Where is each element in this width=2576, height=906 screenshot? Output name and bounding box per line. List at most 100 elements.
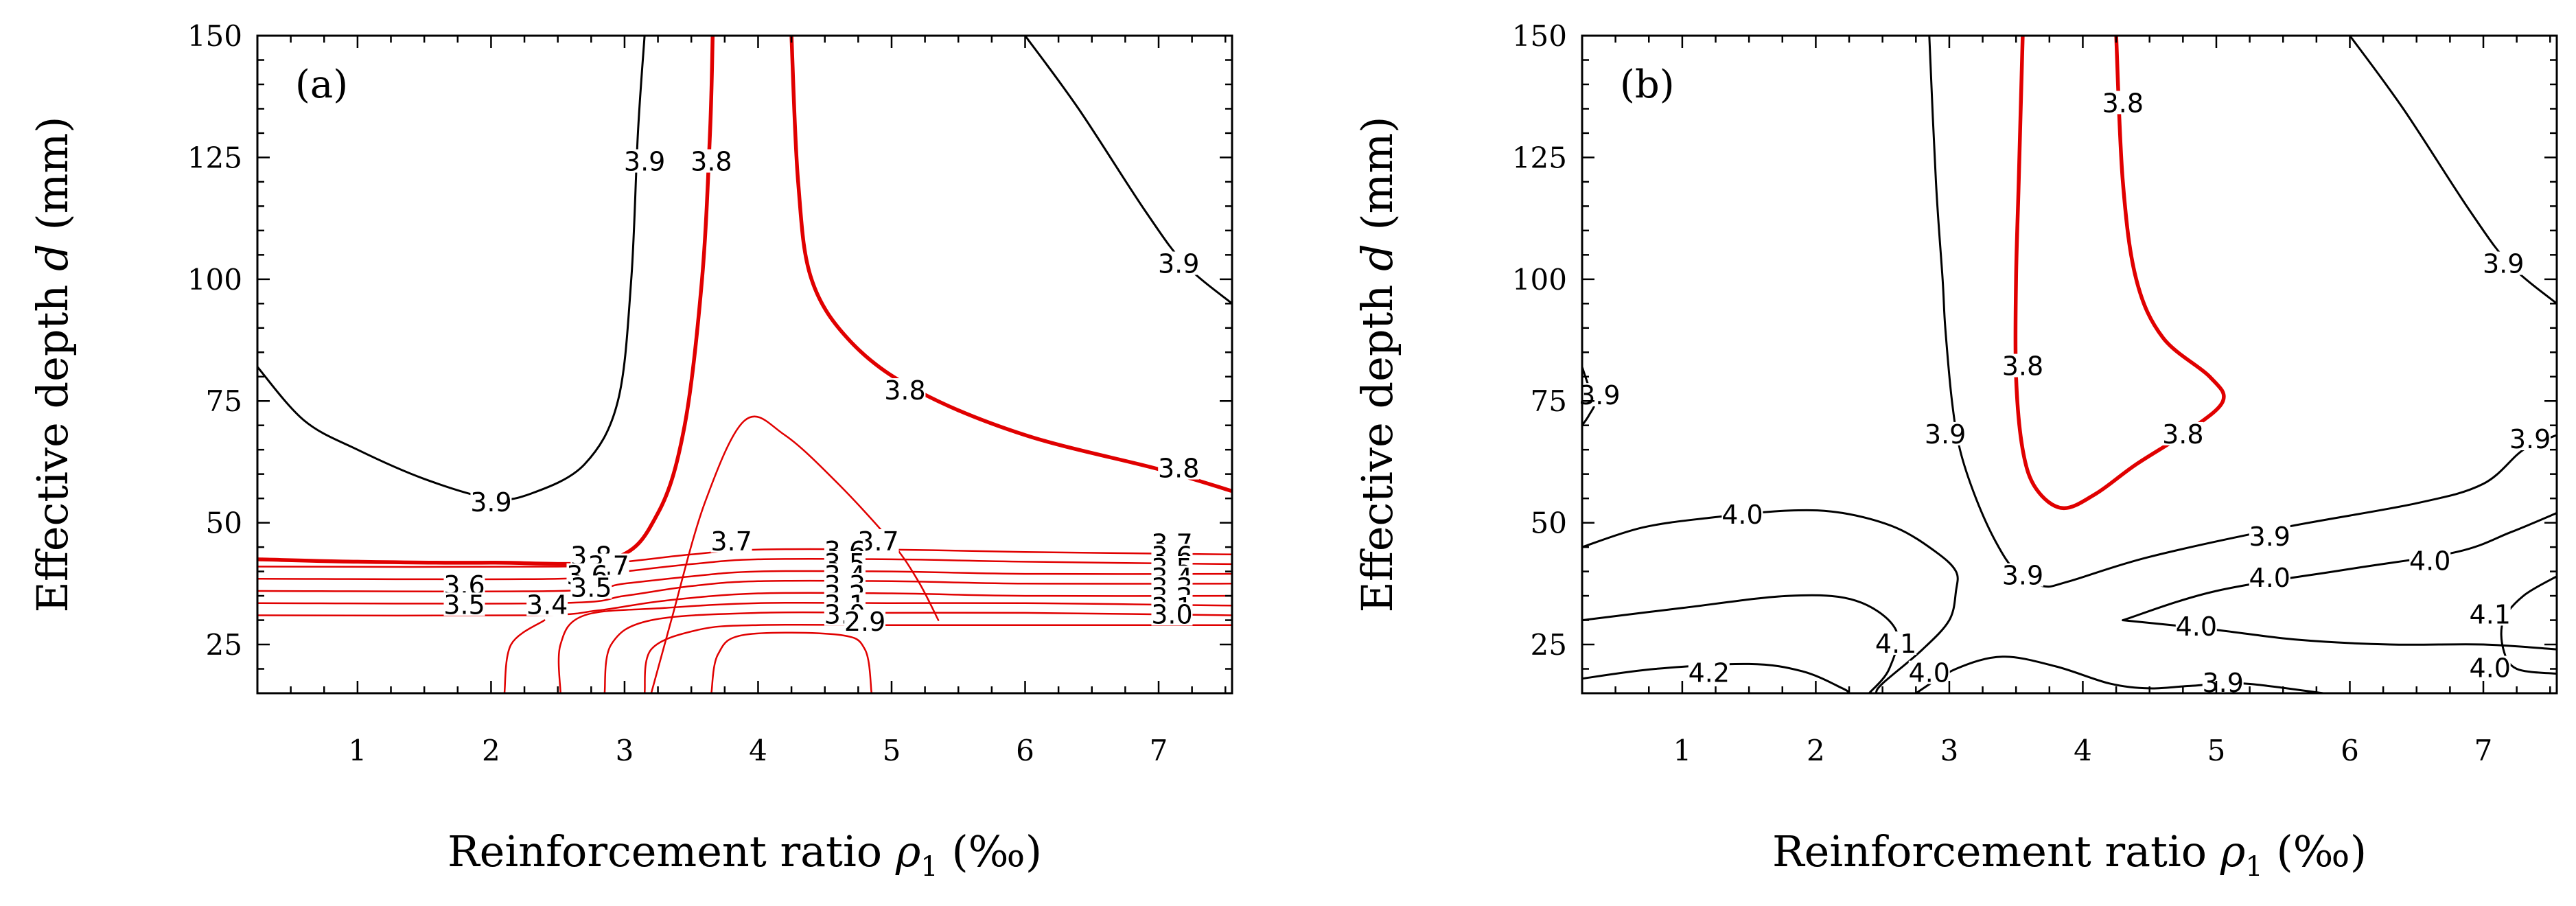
- x-tick-label: 3: [1940, 734, 1959, 767]
- contour-line-4-1: [1582, 594, 1899, 693]
- contour-label: 3.9: [1579, 380, 1620, 410]
- contour-label: 3.9: [1925, 419, 1966, 450]
- contour-label: 3.8: [691, 147, 732, 177]
- y-tick-label: 25: [206, 628, 242, 662]
- y-tick-label: 50: [1531, 507, 1567, 540]
- contour-label-bg: [2175, 614, 2217, 638]
- contour-line-3-9: [257, 36, 646, 501]
- contour-label-bg: [526, 592, 568, 616]
- contour-label-bg: [470, 490, 512, 514]
- contour-line-3-6: [257, 557, 1232, 581]
- contour-line-3-9: [1928, 36, 2557, 588]
- contour-label-bg: [2001, 563, 2043, 587]
- contour-line-4: [2122, 511, 2557, 622]
- y-tick-label: 150: [187, 19, 242, 53]
- contour-line-2-9: [710, 631, 873, 693]
- contour-line-3-3: [257, 592, 1232, 617]
- contour-label-bg: [443, 572, 485, 596]
- y-tick-label: 100: [1512, 263, 1567, 297]
- panel-b-ticks: 1 2 3 4 5 6 7 25 50 75 100 125 150: [1512, 19, 2557, 767]
- panel-a-contour-labels: 3.93.83.93.83.83.93.73.73.83.73.63.53.63…: [443, 147, 1199, 638]
- contour-label: 3.8: [2002, 351, 2043, 382]
- contour-label-bg: [2202, 670, 2244, 694]
- contour-label: 3.9: [2483, 249, 2524, 279]
- x-tick-label: 1: [1673, 734, 1692, 767]
- contour-label-bg: [443, 592, 485, 616]
- contour-label-bg: [2249, 524, 2290, 548]
- x-tick-label: 1: [349, 734, 367, 767]
- contour-label: 3.9: [2002, 561, 2043, 591]
- panel-a-plot-frame: [256, 34, 1233, 695]
- contour-label-bg: [2509, 426, 2551, 450]
- x-tick-label: 3: [616, 734, 634, 767]
- contour-label: 4.0: [2249, 563, 2290, 593]
- contour-line-3-8: [789, 36, 1232, 493]
- y-tick-label: 75: [206, 384, 242, 418]
- y-tick-label: 75: [1531, 384, 1567, 418]
- y-tick-label: 25: [1531, 628, 1567, 662]
- contour-label: 3.0: [1151, 599, 1192, 629]
- contour-line-3-2: [557, 601, 1232, 693]
- panel-a-y-axis-title: Effective depth d (mm): [27, 117, 78, 613]
- y-tick-label: 125: [1512, 141, 1567, 174]
- contour-label-bg: [1875, 631, 1917, 655]
- contour-line-3-8: [2013, 36, 2226, 511]
- x-tick-label: 4: [2074, 734, 2092, 767]
- contour-label-bg: [844, 609, 886, 634]
- x-tick-label: 2: [1807, 734, 1825, 767]
- contour-label-bg: [1925, 421, 1966, 445]
- contour-label-bg: [1158, 456, 1200, 480]
- contour-label: 3.8: [884, 375, 925, 406]
- panel-a-label: (a): [295, 62, 348, 107]
- contour-label: 3.8: [1158, 454, 1199, 484]
- panel-b-plot-frame: [1581, 34, 2558, 695]
- x-tick-label: 6: [1016, 734, 1034, 767]
- contour-label-bg: [1688, 660, 1730, 684]
- contour-line-3-9: [2349, 36, 2557, 305]
- contour-label: 3.5: [443, 590, 485, 620]
- contour-label-bg: [2102, 91, 2144, 115]
- contour-label-bg: [1908, 660, 1950, 684]
- contour-line-4: [1582, 509, 1959, 693]
- panel-b-y-axis-title: Effective depth d (mm): [1352, 117, 1402, 613]
- contour-label: 3.4: [526, 590, 568, 620]
- contour-line-4: [1914, 655, 2325, 693]
- contour-label-bg: [2469, 655, 2511, 680]
- contour-line-3-4: [257, 579, 1232, 605]
- contour-label-bg: [2162, 421, 2204, 445]
- y-tick-label: 150: [1512, 19, 1567, 53]
- contour-label: 4.0: [1721, 500, 1763, 530]
- contour-label: 3.9: [470, 487, 511, 518]
- contour-label: 3.9: [624, 147, 665, 177]
- y-tick-label: 125: [187, 141, 242, 174]
- contour-line-3: [643, 623, 1232, 693]
- x-tick-label: 5: [2207, 734, 2226, 767]
- contour-label: 4.0: [2409, 546, 2450, 576]
- contour-label: 2.9: [844, 607, 885, 637]
- contour-label: 4.0: [1909, 658, 1950, 688]
- contour-line-3-3: [503, 619, 546, 693]
- x-tick-label: 7: [2474, 734, 2493, 767]
- panel-a-x-axis-title: Reinforcement ratio ρ1 (‰): [448, 826, 1042, 883]
- contour-line-3-9: [1024, 36, 1232, 305]
- contour-label-bg: [710, 529, 752, 553]
- contour-label: 3.8: [2162, 419, 2203, 450]
- contour-label-bg: [2469, 602, 2511, 626]
- contour-label-bg: [1151, 602, 1193, 626]
- x-tick-label: 6: [2341, 734, 2359, 767]
- contour-label-bg: [1721, 502, 1763, 526]
- panel-a-contours: [257, 36, 1232, 693]
- panel-a: 3.93.83.93.83.83.93.73.73.83.73.63.53.63…: [27, 19, 1233, 883]
- contour-label: 3.9: [2249, 522, 2290, 552]
- contour-label-bg: [624, 149, 666, 173]
- contour-label: 3.8: [2102, 88, 2144, 118]
- panel-b-contour-labels: 3.83.93.83.93.9 3.8 3.93.94.03.9 4.04.04.0 4…: [1579, 88, 2551, 697]
- contour-line-4-1: [2500, 575, 2557, 675]
- contour-line-3-8: [257, 36, 715, 566]
- contour-label: 4.0: [2176, 612, 2217, 642]
- x-tick-label: 5: [883, 734, 901, 767]
- contour-label-bg: [2249, 566, 2290, 590]
- contour-label-bg: [691, 149, 732, 173]
- contour-label-bg: [2483, 251, 2525, 275]
